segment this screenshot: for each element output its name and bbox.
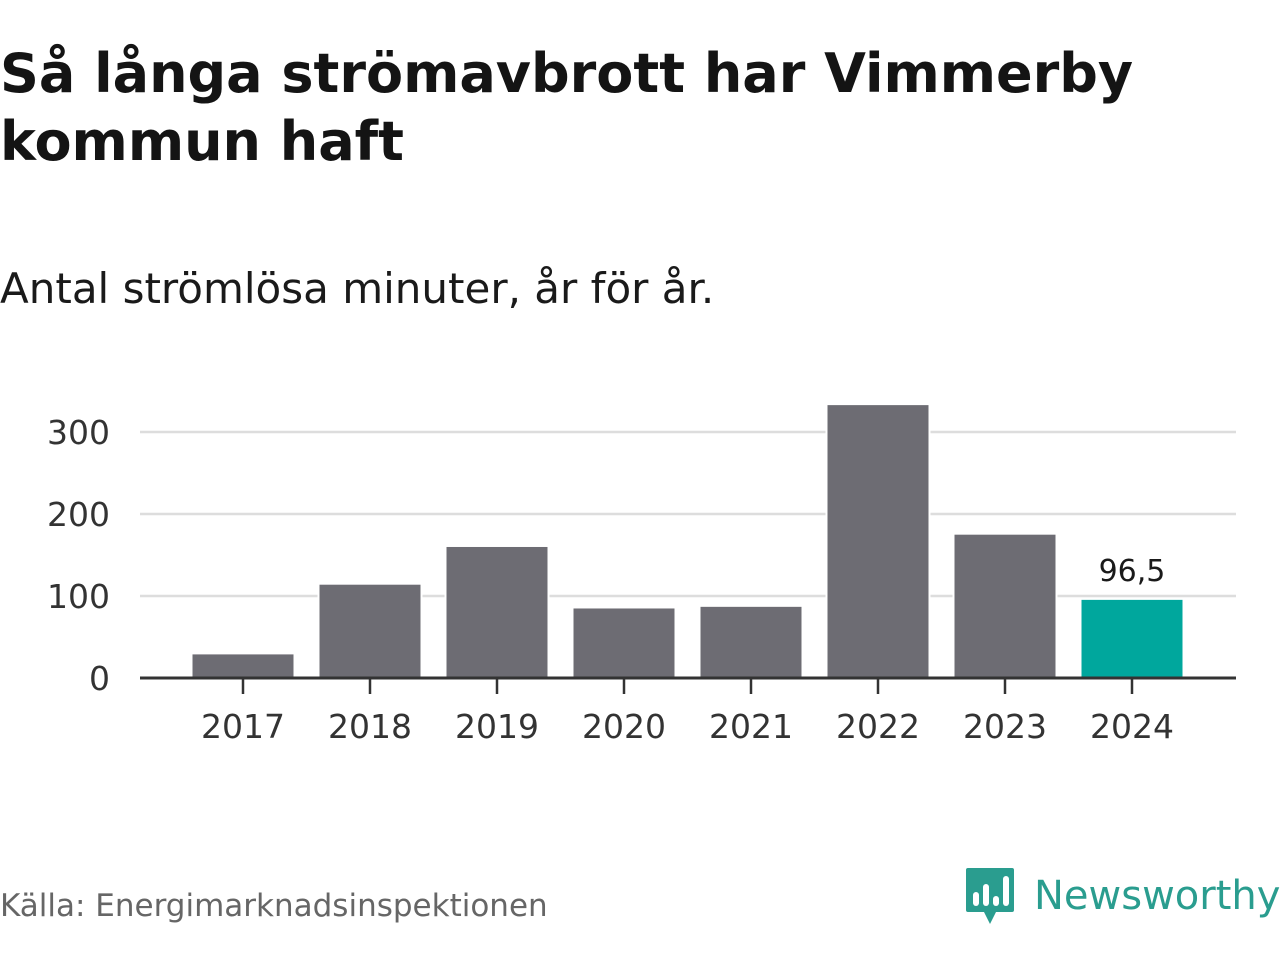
chart-subtitle: Antal strömlösa minuter, år för år. [0, 264, 715, 313]
x-axis [140, 676, 1236, 694]
chart-area: 0 100 200 300 2017 2018 2019 2020 2021 2022 2023 2… [0, 360, 1280, 780]
brand-name: Newsworthy [1034, 873, 1280, 919]
brand-logo: Newsworthy [964, 864, 1280, 928]
newsworthy-logo-icon [966, 868, 1014, 924]
x-tick-label: 2017 [201, 707, 285, 746]
bar-2020 [571, 606, 677, 679]
bar-2023 [952, 532, 1058, 679]
x-tick-label: 2019 [455, 707, 539, 746]
x-axis-ticks: 2017 2018 2019 2020 2021 2022 2023 2024 [201, 707, 1174, 746]
y-tick-label: 100 [47, 577, 110, 616]
x-tick-label: 2021 [709, 707, 793, 746]
bar-2017 [190, 652, 296, 679]
x-tick-label: 2022 [836, 707, 920, 746]
bar-2024 [1079, 597, 1185, 679]
data-labels: 96,5 [1099, 554, 1166, 589]
bar-2019 [444, 544, 550, 679]
bars [190, 403, 1185, 680]
x-tick-label: 2020 [582, 707, 666, 746]
x-tick-label: 2024 [1090, 707, 1174, 746]
bar-2018 [317, 582, 423, 679]
y-tick-label: 0 [89, 659, 110, 698]
y-axis-ticks: 0 100 200 300 [47, 413, 110, 698]
data-label-2024: 96,5 [1099, 554, 1166, 589]
gridlines [140, 430, 1236, 598]
y-tick-label: 200 [47, 495, 110, 534]
chart-title: Så långa strömavbrott har Vimmerby kommu… [0, 42, 1134, 173]
y-tick-label: 300 [47, 413, 110, 452]
x-tick-label: 2018 [328, 707, 412, 746]
bar-2022 [825, 403, 931, 680]
x-tick-label: 2023 [963, 707, 1047, 746]
bar-2021 [698, 604, 804, 679]
source-note: Källa: Energimarknadsinspektionen [0, 888, 548, 924]
